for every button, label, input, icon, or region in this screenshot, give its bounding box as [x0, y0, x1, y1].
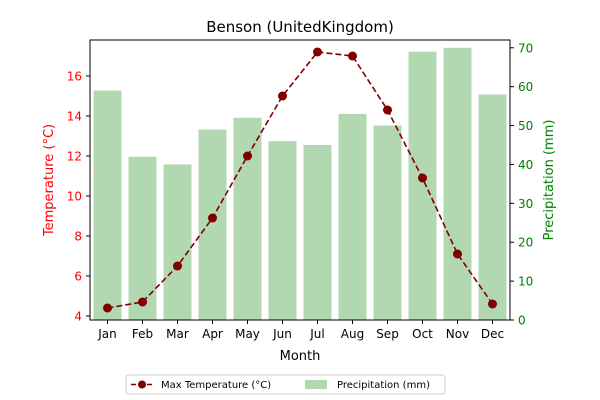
- x-tick-label-sep: Sep: [376, 327, 399, 341]
- right-axis-ticks: 0 10 20 30 40 50 60 70: [510, 41, 533, 328]
- right-tick-label: 0: [518, 314, 526, 328]
- right-tick-label: 30: [518, 197, 533, 211]
- x-tick-label-apr: Apr: [202, 327, 223, 341]
- right-tick-label: 40: [518, 158, 533, 172]
- precip-bar-oct: [408, 51, 437, 321]
- x-tick-label-dec: Dec: [481, 327, 504, 341]
- right-tick-label: 20: [518, 236, 533, 250]
- precip-bar-sep: [373, 125, 402, 320]
- left-axis-label: Temperature (°C): [42, 124, 57, 237]
- precip-bar-aug: [338, 113, 367, 320]
- x-tick-label-feb: Feb: [132, 327, 153, 341]
- chart-title: Benson (UnitedKingdom): [206, 18, 394, 36]
- left-tick-label: 6: [74, 270, 82, 284]
- legend-frame: [125, 374, 446, 395]
- legend-line-marker: [138, 380, 146, 389]
- right-tick-label: 70: [518, 41, 533, 55]
- right-tick-label: 60: [518, 80, 533, 94]
- x-tick-label-may: May: [235, 327, 260, 341]
- temp-point-nov: [453, 249, 462, 259]
- temperature-line: [107, 51, 494, 309]
- temp-point-jul: [313, 47, 322, 57]
- precip-bar-nov: [443, 47, 472, 321]
- temp-point-oct: [418, 173, 427, 183]
- precipitation-bars: [93, 47, 507, 321]
- left-tick-label: 4: [74, 310, 82, 324]
- precip-bar-jul: [303, 145, 332, 320]
- temp-point-aug: [348, 51, 357, 61]
- legend: Max Temperature (°C) Precipitation (mm): [125, 374, 446, 395]
- legend-bar-swatch: [305, 380, 327, 389]
- left-tick-label: 16: [67, 70, 82, 84]
- left-tick-label: 10: [67, 190, 82, 204]
- legend-entry-precipitation: Precipitation (mm): [337, 380, 430, 391]
- x-tick-label-jun: Jun: [272, 327, 292, 341]
- x-axis-label: Month: [280, 349, 321, 364]
- x-axis-ticks: Jan Feb Mar Apr May Jun Jul Aug Sep Oct Nov Dec: [97, 320, 504, 341]
- plot-frame: [89, 39, 511, 321]
- right-tick-label: 10: [518, 275, 533, 289]
- temp-point-mar: [173, 261, 182, 271]
- right-tick-label: 50: [518, 119, 533, 133]
- x-tick-label-nov: Nov: [446, 327, 469, 341]
- temperature-line-layer: [103, 47, 497, 313]
- right-axis-label: Precipitation (mm): [542, 120, 557, 241]
- x-tick-label-oct: Oct: [412, 327, 433, 341]
- x-tick-label-jul: Jul: [309, 327, 324, 341]
- temp-point-jun: [278, 91, 287, 101]
- x-tick-label-aug: Aug: [341, 327, 364, 341]
- legend-entry-temperature: Max Temperature (°C): [161, 380, 271, 391]
- precip-bar-mar: [163, 164, 192, 320]
- temp-point-sep: [383, 105, 392, 115]
- left-tick-label: 8: [74, 230, 82, 244]
- precip-bar-may: [233, 117, 262, 321]
- precip-bar-jun: [268, 141, 297, 320]
- temp-point-feb: [138, 297, 147, 307]
- precip-bar-apr: [198, 129, 227, 320]
- x-tick-label-jan: Jan: [97, 327, 117, 341]
- temp-point-apr: [208, 213, 217, 223]
- temp-point-may: [243, 151, 252, 161]
- left-tick-label: 12: [67, 150, 82, 164]
- precip-bar-feb: [128, 156, 157, 320]
- temp-point-jan: [103, 303, 112, 313]
- x-tick-label-mar: Mar: [166, 327, 189, 341]
- temp-point-dec: [488, 299, 497, 309]
- precip-bar-jan: [93, 90, 122, 320]
- precip-bar-dec: [478, 94, 507, 320]
- left-tick-label: 14: [67, 110, 82, 124]
- left-axis-ticks: 4 6 8 10 12 14 16: [67, 70, 90, 324]
